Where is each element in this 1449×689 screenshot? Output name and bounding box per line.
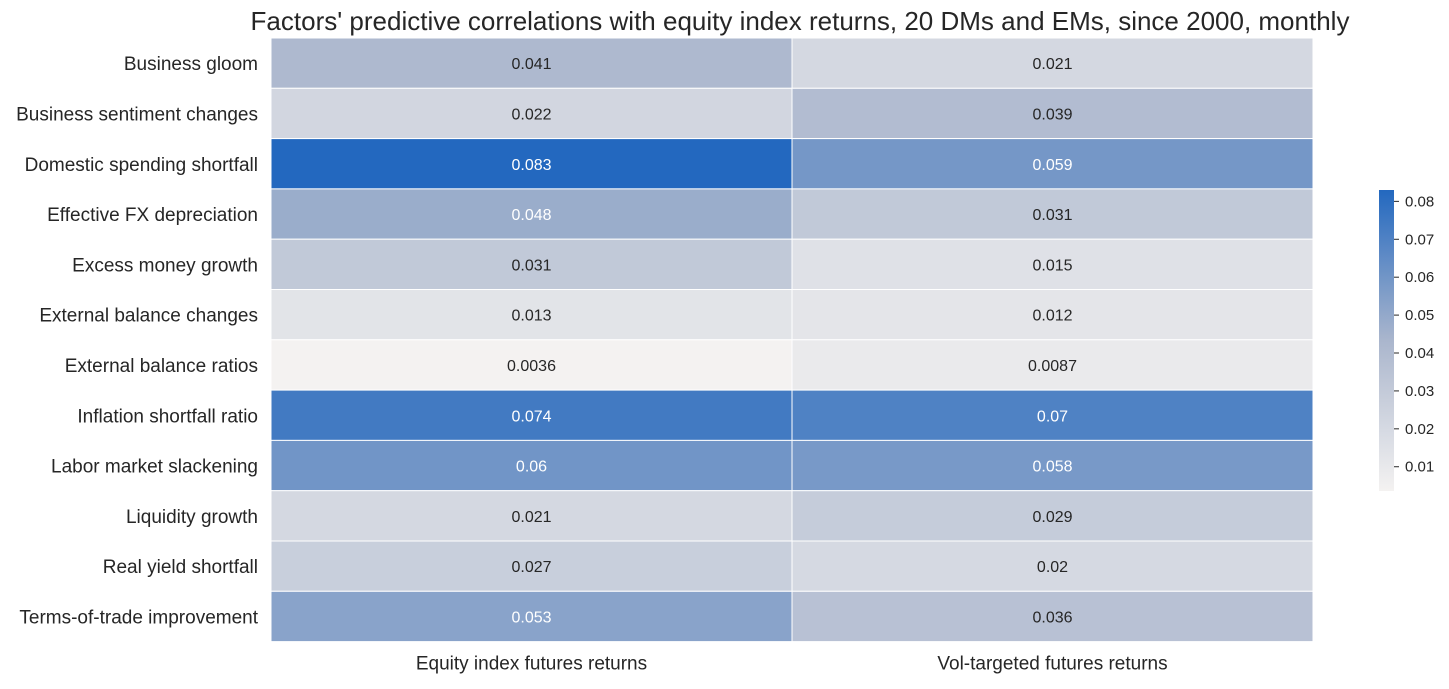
heatmap-cell [791, 540, 1314, 592]
cell-value-label: 0.031 [1032, 207, 1072, 224]
row-labels: Business gloom Business sentiment changes… [16, 54, 259, 628]
colorbar-tick-label: 0.01 [1405, 459, 1434, 476]
heatmap-cell [270, 590, 793, 643]
cell-value-label: 0.0087 [1028, 358, 1077, 375]
heatmap-cell [791, 439, 1314, 492]
cell-value-label: 0.036 [1032, 609, 1072, 626]
heatmap-cell [270, 87, 793, 140]
cell-value-label: 0.059 [1032, 157, 1072, 174]
heatmap-cell [791, 37, 1314, 89]
heatmap-cell [270, 138, 793, 190]
cell-value-label: 0.07 [1037, 408, 1068, 425]
cell-value-label: 0.06 [516, 459, 547, 476]
heatmap-cell [270, 439, 793, 492]
heatmap-cell [270, 540, 793, 592]
row-label: Terms-of-trade improvement [19, 607, 258, 628]
row-label: Real yield shortfall [103, 557, 258, 578]
heatmap-cell [791, 138, 1314, 190]
cell-value-label: 0.02 [1037, 559, 1068, 576]
cell-value-label: 0.021 [1032, 56, 1072, 73]
column-labels: Equity index futures returns Vol-targeted… [416, 654, 1168, 675]
colorbar-gradient [1379, 190, 1394, 491]
cell-value-label: 0.013 [511, 308, 551, 325]
cell-value-label: 0.041 [511, 56, 551, 73]
colorbar-tick-label: 0.05 [1405, 307, 1434, 324]
column-label: Equity index futures returns [416, 654, 647, 675]
cell-value-label: 0.021 [511, 509, 551, 526]
heatmap-cell [791, 87, 1314, 140]
cell-value-label: 0.053 [511, 609, 551, 626]
cell-value-label: 0.031 [511, 257, 551, 274]
row-label: Business gloom [124, 54, 258, 75]
cell-value-label: 0.029 [1032, 509, 1072, 526]
colorbar-tick-label: 0.03 [1405, 383, 1434, 400]
row-label: Labor market slackening [51, 457, 258, 478]
cell-value-label: 0.039 [1032, 106, 1072, 123]
colorbar-tick-label: 0.06 [1405, 269, 1434, 286]
cell-value-label: 0.027 [511, 559, 551, 576]
row-label: Business sentiment changes [16, 104, 258, 125]
cell-value-label: 0.022 [511, 106, 551, 123]
row-label: Excess money growth [72, 255, 258, 276]
chart-title: Factors' predictive correlations with eq… [251, 6, 1350, 36]
cell-value-label: 0.015 [1032, 257, 1072, 274]
heatmap-cell [791, 389, 1314, 441]
row-label: External balance ratios [65, 356, 258, 377]
cell-value-label: 0.012 [1032, 308, 1072, 325]
colorbar-tick-label: 0.04 [1405, 345, 1434, 362]
colorbar: 0.01 0.02 0.03 0.04 0.05 0.06 0.07 0.08 [1379, 190, 1434, 491]
row-label: External balance changes [39, 306, 258, 327]
column-label: Vol-targeted futures returns [937, 654, 1167, 675]
heatmap-cell [270, 389, 793, 441]
heatmap-cell [791, 188, 1314, 240]
heatmap-cell [791, 339, 1314, 391]
heatmap-cell [791, 238, 1314, 290]
heatmap-cell [791, 590, 1314, 643]
heatmap-cell [270, 490, 793, 542]
cell-value-label: 0.058 [1032, 459, 1072, 476]
cell-value-label: 0.0036 [507, 358, 556, 375]
colorbar-tick-label: 0.07 [1405, 231, 1434, 248]
row-label: Effective FX depreciation [47, 205, 258, 226]
cell-value-label: 0.048 [511, 207, 551, 224]
cell-value-label: 0.074 [511, 408, 551, 425]
heatmap-cells: 0.041 0.021 0.022 0.039 0.083 0.059 0.048 0.031… [270, 37, 1314, 643]
heatmap-cell [270, 37, 793, 89]
colorbar-tick-label: 0.08 [1405, 193, 1434, 210]
cell-value-label: 0.083 [511, 157, 551, 174]
heatmap-cell [791, 289, 1314, 341]
heatmap-cell [791, 490, 1314, 542]
heatmap-cell [270, 339, 793, 391]
row-label: Inflation shortfall ratio [77, 406, 258, 427]
colorbar-tick-label: 0.02 [1405, 421, 1434, 438]
row-label: Domestic spending shortfall [25, 155, 258, 176]
row-label: Liquidity growth [126, 507, 258, 528]
